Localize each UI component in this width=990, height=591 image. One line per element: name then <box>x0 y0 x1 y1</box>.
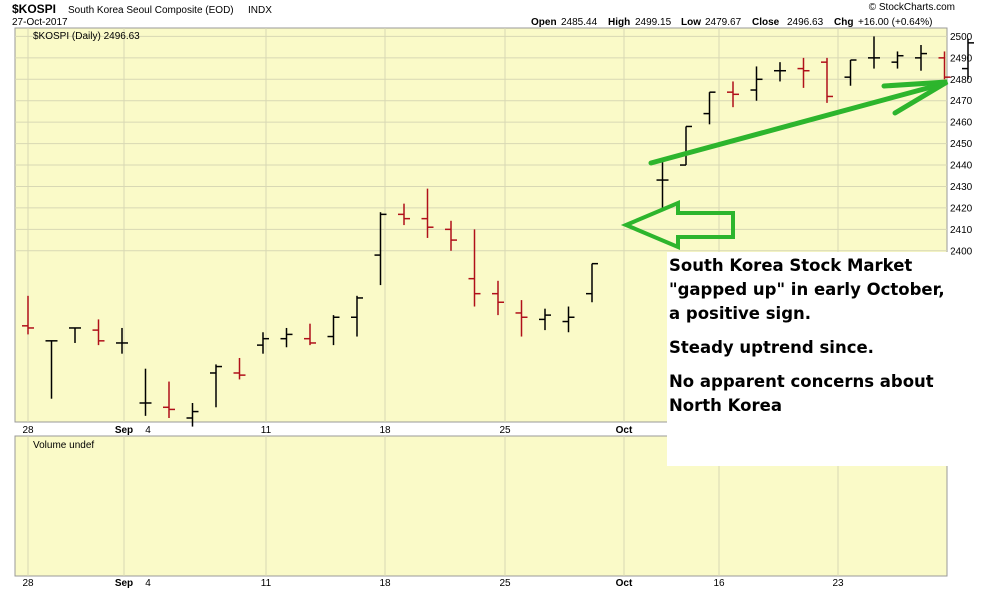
ohlc-bar <box>539 308 551 331</box>
volume-legend: Volume undef <box>33 440 94 451</box>
high-label: High <box>608 17 630 28</box>
ohlc-bar <box>915 45 927 71</box>
ohlc-bar <box>844 59 857 86</box>
ohlc-bar <box>492 280 504 316</box>
ohlc-bar <box>656 158 669 211</box>
low-value: 2479.67 <box>705 17 742 28</box>
ohlc-bar <box>727 81 739 108</box>
ohlc-bar <box>210 364 222 408</box>
close-value: 2496.63 <box>787 17 824 28</box>
x-tick-label: 4 <box>145 425 151 436</box>
y-tick-label: 2430 <box>950 182 973 193</box>
ohlc-bar <box>562 306 575 333</box>
watermark: © StockCharts.com <box>869 2 955 13</box>
ohlc-bar <box>22 295 34 335</box>
ohlc-bar <box>69 327 81 343</box>
ohlc-bar <box>445 220 457 251</box>
y-tick-label: 2500 <box>950 32 973 43</box>
ohlc-bar <box>962 38 974 80</box>
gap-arrow <box>620 199 735 251</box>
ohlc-bar <box>797 57 810 88</box>
high-value: 2499.15 <box>635 17 672 28</box>
ohlc-bar <box>821 57 833 103</box>
ohlc-bar <box>398 203 410 226</box>
x-tick-label: 18 <box>379 578 391 589</box>
y-tick-label: 2440 <box>950 161 973 172</box>
ohlc-bar <box>515 300 528 337</box>
x-tick-label: 25 <box>499 425 511 436</box>
price-grid <box>15 28 947 422</box>
symbol-label: $KOSPI <box>12 2 56 16</box>
ohlc-bar <box>421 188 434 238</box>
x-tick-label: 18 <box>379 425 391 436</box>
y-tick-label: 2450 <box>950 139 973 150</box>
low-label: Low <box>681 17 701 28</box>
price-legend: $KOSPI (Daily) 2496.63 <box>33 31 140 42</box>
ohlc-bar <box>374 212 387 286</box>
ohlc-bars <box>22 36 974 427</box>
ohlc-bar <box>163 381 175 418</box>
annotation-box: South Korea Stock Market "gapped up" in … <box>667 252 951 466</box>
chg-label: Chg <box>834 17 853 28</box>
x-tick-label: 4 <box>145 578 151 589</box>
annotation-gap: South Korea Stock Market "gapped up" in … <box>669 256 945 323</box>
exchange-label: INDX <box>248 5 272 16</box>
ohlc-bar <box>750 66 763 101</box>
x-tick-label: 25 <box>499 578 511 589</box>
ohlc-bar <box>233 357 246 380</box>
chg-value: +16.00 (+0.64%) <box>858 17 933 28</box>
ohlc-bar <box>304 323 316 346</box>
ohlc-bar <box>45 340 58 399</box>
x-tick-label: 28 <box>22 425 34 436</box>
x-tick-label: Oct <box>616 578 633 589</box>
open-value: 2485.44 <box>561 17 598 28</box>
ohlc-bar <box>257 332 269 354</box>
x-tick-label: 16 <box>713 578 725 589</box>
close-label: Close <box>752 17 780 28</box>
ohlc-bar <box>139 368 152 416</box>
y-tick-label: 2470 <box>950 96 973 107</box>
ohlc-bar <box>703 91 716 125</box>
x-tick-label: Sep <box>115 578 133 589</box>
ohlc-bar <box>351 295 363 337</box>
ohlc-bar <box>586 262 598 303</box>
date-label: 27-Oct-2017 <box>12 17 68 28</box>
ohlc-bar <box>891 51 904 69</box>
x-tick-label: 11 <box>261 425 272 436</box>
y-tick-label: 2480 <box>950 75 973 86</box>
x-tick-label: Oct <box>616 425 633 436</box>
ohlc-summary: Open 2485.44 High 2499.15 Low 2479.67 Cl… <box>531 17 933 28</box>
x-tick-label: 28 <box>22 578 34 589</box>
uptrend-arrow <box>648 79 949 166</box>
x-tick-label: 23 <box>832 578 844 589</box>
annotation-uptrend: Steady uptrend since. <box>669 338 874 357</box>
open-label: Open <box>531 17 557 28</box>
index-name: South Korea Seoul Composite (EOD) <box>68 5 234 16</box>
ohlc-bar <box>468 229 481 307</box>
date-axis-bottom: 28 Sep 4 11 18 25 Oct 16 23 <box>22 578 844 589</box>
x-tick-label: 11 <box>261 578 272 589</box>
ohlc-bar <box>280 327 293 348</box>
y-tick-label: 2410 <box>950 225 973 236</box>
ohlc-bar <box>186 402 199 427</box>
ohlc-bar <box>938 51 951 80</box>
x-tick-label: Sep <box>115 425 133 436</box>
y-tick-label: 2460 <box>950 118 973 129</box>
annotation-north-korea: No apparent concerns about North Korea <box>669 372 934 415</box>
ohlc-bar <box>680 125 692 166</box>
ohlc-bar <box>774 62 786 82</box>
ohlc-bar <box>116 327 128 354</box>
ohlc-bar <box>92 319 105 346</box>
y-tick-label: 2490 <box>950 53 973 64</box>
price-axis: 2400 2410 2420 2430 2440 2450 2460 2470 2480 2490… <box>950 32 973 257</box>
ohlc-bar <box>868 36 880 69</box>
y-tick-label: 2400 <box>950 246 973 257</box>
ohlc-bar <box>327 315 340 346</box>
y-tick-label: 2420 <box>950 203 973 214</box>
